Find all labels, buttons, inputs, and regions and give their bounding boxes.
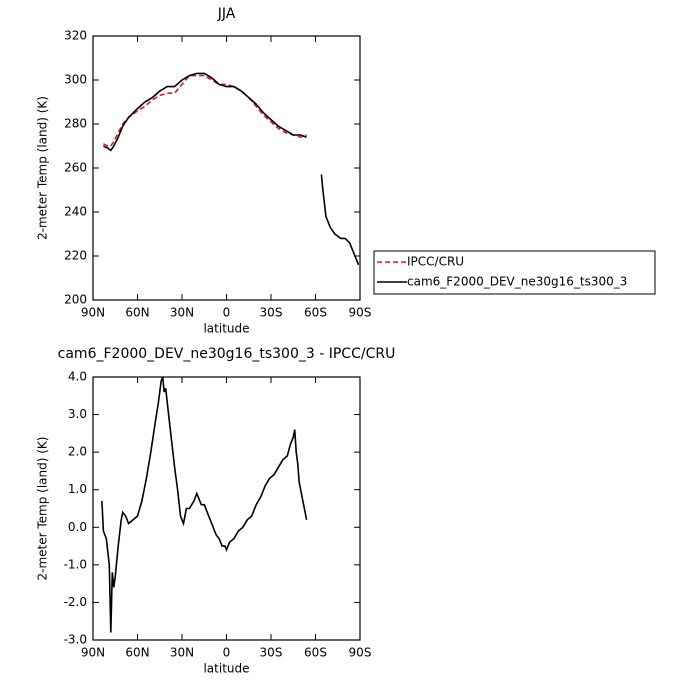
y-tick-label: -2.0 bbox=[64, 595, 87, 609]
y-tick-label: -3.0 bbox=[64, 633, 87, 647]
data-line bbox=[101, 376, 308, 633]
legend-box bbox=[373, 250, 656, 295]
x-tick-label: 60N bbox=[125, 646, 149, 660]
chart-title: cam6_F2000_DEV_ne30g16_ts300_3 - IPCC/CR… bbox=[58, 346, 396, 362]
x-tick-label: 90S bbox=[349, 306, 372, 320]
y-tick-label: 280 bbox=[64, 117, 87, 131]
y-tick-label: 0.0 bbox=[68, 520, 87, 534]
y-tick-label: 200 bbox=[64, 293, 87, 307]
x-tick-label: 30N bbox=[170, 306, 194, 320]
y-tick-label: 300 bbox=[64, 73, 87, 87]
y-tick-label: 2.0 bbox=[68, 445, 87, 459]
y-tick-label: 3.0 bbox=[68, 407, 87, 421]
legend-label: cam6_F2000_DEV_ne30g16_ts300_3 bbox=[407, 275, 627, 289]
x-tick-label: 90N bbox=[81, 306, 105, 320]
chart-title: JJA bbox=[217, 6, 236, 22]
y-axis-label: 2-meter Temp (land) (K) bbox=[36, 96, 50, 240]
x-tick-label: 0 bbox=[223, 646, 231, 660]
y-tick-label: 4.0 bbox=[68, 370, 87, 384]
y-tick-label: -1.0 bbox=[64, 557, 87, 571]
legend-label: IPCC/CRU bbox=[407, 255, 464, 269]
x-tick-label: 60N bbox=[125, 306, 149, 320]
plot-frame bbox=[92, 376, 361, 641]
x-tick-label: 60S bbox=[304, 306, 327, 320]
x-axis-label: latitude bbox=[203, 322, 249, 336]
y-tick-label: 240 bbox=[64, 205, 87, 219]
y-tick-label: 1.0 bbox=[68, 482, 87, 496]
x-tick-label: 30N bbox=[170, 646, 194, 660]
plot-frame bbox=[92, 35, 361, 301]
x-tick-label: 30S bbox=[260, 646, 283, 660]
data-line bbox=[103, 74, 307, 147]
y-tick-label: 260 bbox=[64, 161, 87, 175]
x-tick-label: 60S bbox=[304, 646, 327, 660]
x-tick-label: 90S bbox=[349, 646, 372, 660]
x-axis-label: latitude bbox=[203, 662, 249, 676]
y-axis-label: 2-meter Temp (land) (K) bbox=[36, 437, 50, 581]
y-tick-label: 320 bbox=[64, 29, 87, 43]
x-tick-label: 30S bbox=[260, 306, 283, 320]
y-tick-label: 220 bbox=[64, 249, 87, 263]
data-line bbox=[103, 72, 360, 266]
x-tick-label: 90N bbox=[81, 646, 105, 660]
x-tick-label: 0 bbox=[223, 306, 231, 320]
